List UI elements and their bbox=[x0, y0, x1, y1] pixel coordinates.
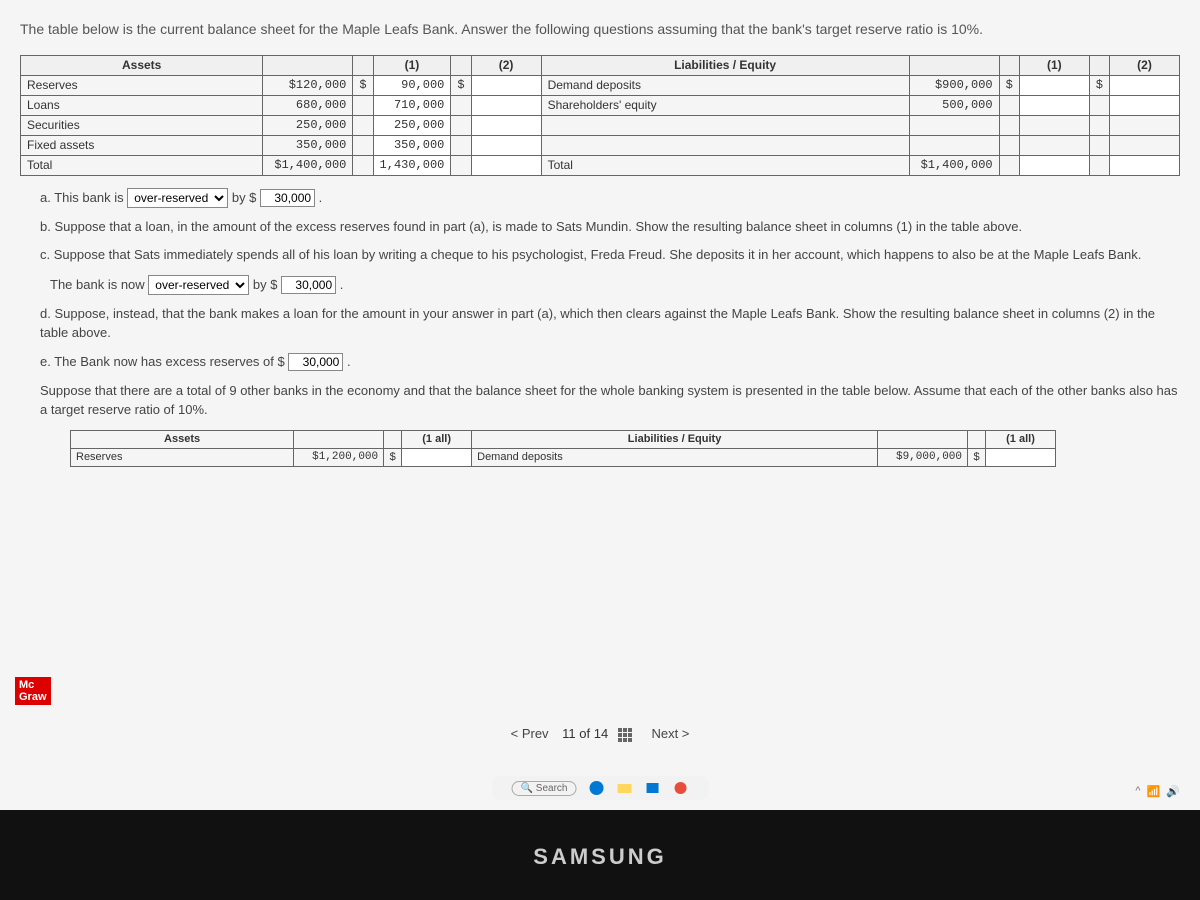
demand-deposits-value: $900,000 bbox=[909, 75, 999, 95]
reserves-label: Reserves bbox=[21, 75, 263, 95]
main-balance-sheet: Assets (1) (2) Liabilities / Equity (1) … bbox=[20, 55, 1180, 176]
sys-reserves-label: Reserves bbox=[71, 448, 294, 466]
samsung-logo: SAMSUNG bbox=[533, 844, 666, 870]
total-col2[interactable] bbox=[471, 155, 541, 175]
prev-button[interactable]: < Prev bbox=[501, 722, 559, 745]
question-a-select[interactable]: over-reserved bbox=[127, 188, 228, 208]
demand-col1[interactable] bbox=[1019, 75, 1089, 95]
fixed-col1[interactable]: 350,000 bbox=[373, 135, 451, 155]
total-liab-label: Total bbox=[541, 155, 909, 175]
col2-header: (2) bbox=[471, 55, 541, 75]
fixed-col2[interactable] bbox=[471, 135, 541, 155]
page-position: 11 of 14 bbox=[562, 726, 608, 741]
folder-icon[interactable] bbox=[616, 780, 632, 796]
equity-col1[interactable] bbox=[1019, 95, 1089, 115]
question-e: e. The Bank now has excess reserves of $… bbox=[40, 353, 1180, 372]
question-a-input[interactable] bbox=[260, 189, 315, 207]
question-b: b. Suppose that a loan, in the amount of… bbox=[40, 218, 1180, 237]
reserves-col1[interactable]: 90,000 bbox=[373, 75, 451, 95]
equity-label: Shareholders' equity bbox=[541, 95, 909, 115]
question-c2-select[interactable]: over-reserved bbox=[148, 275, 249, 295]
mcgraw-logo: McGraw bbox=[15, 677, 51, 705]
demand-col2[interactable] bbox=[1110, 75, 1180, 95]
question-c2-input[interactable] bbox=[281, 276, 336, 294]
loans-col1[interactable]: 710,000 bbox=[373, 95, 451, 115]
question-c2: The bank is now over-reserved by $ . bbox=[50, 275, 1180, 295]
total-assets-label: Total bbox=[21, 155, 263, 175]
col2b-header: (2) bbox=[1110, 55, 1180, 75]
search-pill[interactable]: 🔍 Search bbox=[512, 781, 577, 796]
fixed-assets-label: Fixed assets bbox=[21, 135, 263, 155]
liabilities-header: Liabilities / Equity bbox=[541, 55, 909, 75]
reserves-value: $120,000 bbox=[263, 75, 353, 95]
loans-col2[interactable] bbox=[471, 95, 541, 115]
grid-icon[interactable] bbox=[618, 728, 632, 742]
store-icon[interactable] bbox=[644, 780, 660, 796]
speaker-icon[interactable]: 🔊 bbox=[1166, 785, 1180, 798]
loans-label: Loans bbox=[21, 95, 263, 115]
windows-taskbar[interactable]: 🔍 Search bbox=[492, 776, 709, 800]
navigation-bar: < Prev 11 of 14 Next > bbox=[0, 722, 1200, 745]
sys-demand-col1[interactable] bbox=[986, 448, 1056, 466]
chevron-up-icon[interactable]: ^ bbox=[1135, 785, 1140, 798]
question-e-input[interactable] bbox=[288, 353, 343, 371]
reserves-col2[interactable] bbox=[471, 75, 541, 95]
edge-icon[interactable] bbox=[588, 780, 604, 796]
total-col1[interactable]: 1,430,000 bbox=[373, 155, 451, 175]
total-liab-col2[interactable] bbox=[1110, 155, 1180, 175]
securities-col2[interactable] bbox=[471, 115, 541, 135]
system-tray[interactable]: ^ 📶 🔊 bbox=[1135, 785, 1180, 798]
dollar-sign: $ bbox=[353, 75, 373, 95]
app-icon[interactable] bbox=[672, 780, 688, 796]
col1b-header: (1) bbox=[1019, 55, 1089, 75]
total-liab-col1[interactable] bbox=[1019, 155, 1089, 175]
securities-col1[interactable]: 250,000 bbox=[373, 115, 451, 135]
next-button[interactable]: Next > bbox=[641, 722, 699, 745]
question-f: Suppose that there are a total of 9 othe… bbox=[40, 382, 1180, 420]
sys-demand-label: Demand deposits bbox=[472, 448, 878, 466]
question-c: c. Suppose that Sats immediately spends … bbox=[40, 246, 1180, 265]
sys-reserves-col1[interactable] bbox=[402, 448, 472, 466]
assets-header: Assets bbox=[21, 55, 263, 75]
securities-label: Securities bbox=[21, 115, 263, 135]
demand-deposits-label: Demand deposits bbox=[541, 75, 909, 95]
intro-paragraph: The table below is the current balance s… bbox=[20, 20, 1180, 40]
wifi-icon[interactable]: 📶 bbox=[1147, 785, 1161, 798]
col1-header: (1) bbox=[373, 55, 451, 75]
question-a: a. This bank is over-reserved by $ . bbox=[40, 188, 1180, 208]
equity-col2[interactable] bbox=[1110, 95, 1180, 115]
system-balance-sheet: Assets (1 all) Liabilities / Equity (1 a… bbox=[70, 430, 1056, 467]
question-d: d. Suppose, instead, that the bank makes… bbox=[40, 305, 1180, 343]
